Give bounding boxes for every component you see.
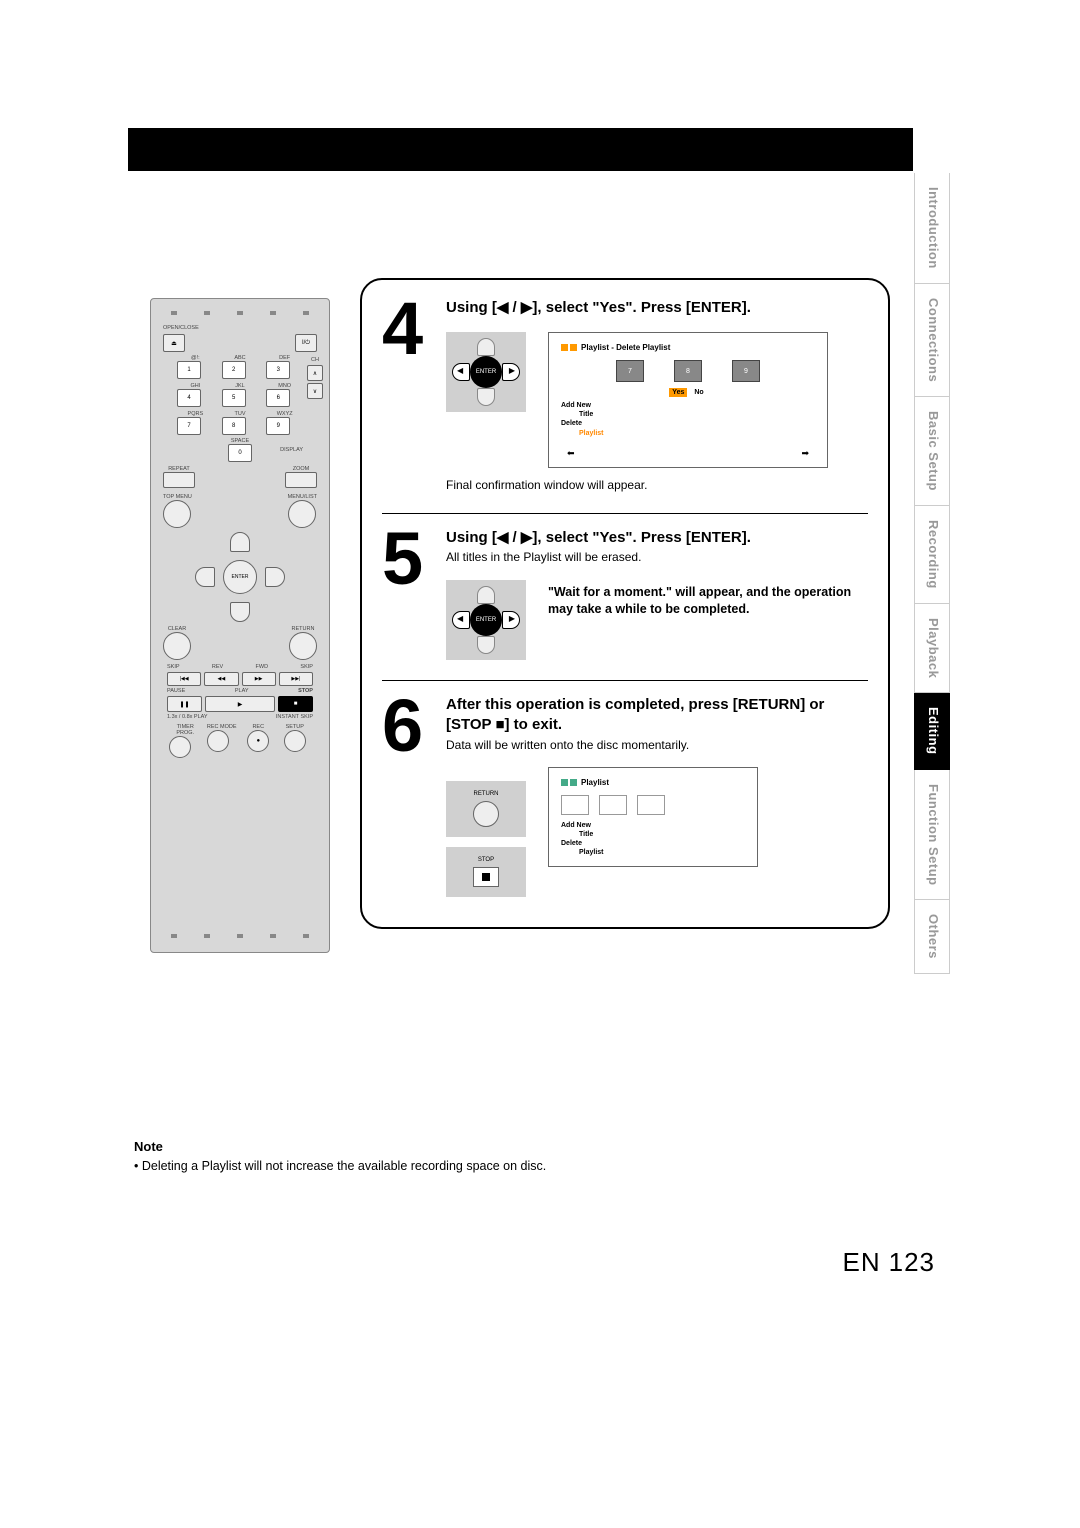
note-bullet: • Deleting a Playlist will not increase … xyxy=(134,1158,914,1176)
tab-introduction: Introduction xyxy=(914,173,950,284)
key-9: 9 xyxy=(266,417,290,435)
transport-row: |◀◀ ◀◀ ▶▶ ▶▶| xyxy=(159,672,321,686)
key-4: 4 xyxy=(177,389,201,407)
dpad: ENTER xyxy=(195,532,285,622)
key-3: 3 xyxy=(266,361,290,379)
instructions-panel: 4 Using [◀ / ▶], select "Yes". Press [EN… xyxy=(360,278,890,929)
key-6: 6 xyxy=(266,389,290,407)
dpad-up xyxy=(230,532,250,552)
key-8: 8 xyxy=(222,417,246,435)
key-5: 5 xyxy=(222,389,246,407)
step-6-sub: Data will be written onto the disc momen… xyxy=(446,738,868,754)
zoom-button xyxy=(285,472,317,488)
clear-button xyxy=(163,632,191,660)
dpad-left xyxy=(195,567,215,587)
tab-connections: Connections xyxy=(914,284,950,397)
stop-icon xyxy=(473,867,499,887)
open-close-label: OPEN/CLOSE xyxy=(159,325,321,331)
osd-menu-delete: Delete xyxy=(561,419,815,428)
tab-function-setup: Function Setup xyxy=(914,770,950,901)
ch-down-button: ∨ xyxy=(307,383,323,399)
tab-basic-setup: Basic Setup xyxy=(914,397,950,506)
skip-back-button: |◀◀ xyxy=(167,672,201,686)
enter-icon: ENTER xyxy=(470,356,502,388)
osd-arrow-left-icon: ⬅ xyxy=(567,448,575,459)
display-label: DISPLAY xyxy=(252,447,303,453)
step-4: 4 Using [◀ / ▶], select "Yes". Press [EN… xyxy=(382,298,868,507)
step-4-osd: Playlist - Delete Playlist 7 8 9 Yes No xyxy=(548,332,828,467)
osd-no: No xyxy=(691,388,706,397)
osd-thumb-8: 8 xyxy=(674,360,702,382)
eject-button: ⏏ xyxy=(163,334,185,352)
remote-control-diagram: OPEN/CLOSE ⏏ I/⏻ @!:1 ABC2 DEF3 GHI4 JKL… xyxy=(150,298,330,953)
remote-top-dots xyxy=(159,307,321,319)
step-6-stop-illustration: STOP xyxy=(446,847,526,897)
ch-up-button: ∧ xyxy=(307,365,323,381)
step-4-number: 4 xyxy=(382,298,432,493)
timer-prog-button xyxy=(169,736,191,758)
key-1: 1 xyxy=(177,361,201,379)
step-4-dpad-illustration: ENTER xyxy=(446,332,526,412)
keypad: @!:1 ABC2 DEF3 GHI4 JKL5 MNO6 PQRS7 TUV8… xyxy=(159,355,321,435)
step-5-sub: All titles in the Playlist will be erase… xyxy=(446,550,868,566)
osd-arrow-right-icon: ➡ xyxy=(801,448,809,459)
menu-list-button xyxy=(288,500,316,528)
stop-button: ■ xyxy=(278,696,313,712)
divider-5-6 xyxy=(382,680,868,681)
note-heading: Note xyxy=(134,1138,914,1156)
step-4-after-text: Final confirmation window will appear. xyxy=(446,478,868,494)
dpad-down xyxy=(230,602,250,622)
tab-editing: Editing xyxy=(914,693,950,770)
enter-icon: ENTER xyxy=(470,604,502,636)
step-5-note: "Wait for a moment." will appear, and th… xyxy=(548,580,868,618)
tab-playback: Playback xyxy=(914,604,950,693)
remote-bottom-dots xyxy=(159,930,321,942)
enter-button: ENTER xyxy=(223,560,257,594)
header-black-bar xyxy=(128,128,913,171)
pause-button: ❚❚ xyxy=(167,696,202,712)
step-5: 5 Using [◀ / ▶], select "Yes". Press [EN… xyxy=(382,528,868,674)
step-6-title: After this operation is completed, press… xyxy=(446,695,868,736)
step-5-dpad-illustration: ENTER xyxy=(446,580,526,660)
rec-button: ● xyxy=(247,730,269,752)
rec-mode-button xyxy=(207,730,229,752)
osd-title: Playlist - Delete Playlist xyxy=(561,343,815,352)
section-tabs: Introduction Connections Basic Setup Rec… xyxy=(914,173,950,974)
step-5-number: 5 xyxy=(382,528,432,660)
key-0: 0 xyxy=(228,444,252,462)
tab-others: Others xyxy=(914,900,950,974)
step-5-title: Using [◀ / ▶], select "Yes". Press [ENTE… xyxy=(446,528,868,548)
play-row: ❚❚ ▶ ■ xyxy=(159,696,321,712)
step-6: 6 After this operation is completed, pre… xyxy=(382,695,868,897)
key-7: 7 xyxy=(177,417,201,435)
fwd-button: ▶▶ xyxy=(242,672,276,686)
tab-recording: Recording xyxy=(914,506,950,604)
top-menu-button xyxy=(163,500,191,528)
return-icon xyxy=(473,801,499,827)
rev-button: ◀◀ xyxy=(204,672,238,686)
divider-4-5 xyxy=(382,513,868,514)
manual-page: Introduction Connections Basic Setup Rec… xyxy=(0,0,1080,1528)
ch-label: CH xyxy=(307,357,323,363)
power-button: I/⏻ xyxy=(295,334,317,352)
key-2: 2 xyxy=(222,361,246,379)
osd-yes: Yes xyxy=(669,388,687,397)
step-6-return-illustration: RETURN xyxy=(446,781,526,837)
setup-button xyxy=(284,730,306,752)
step-6-osd: Playlist Add New Title Delete Playlist xyxy=(548,767,758,867)
dpad-right xyxy=(265,567,285,587)
repeat-button xyxy=(163,472,195,488)
play-button: ▶ xyxy=(205,696,275,712)
osd-thumb-9: 9 xyxy=(732,360,760,382)
function-row: TIMER PROG. REC MODE REC● SETUP xyxy=(159,724,321,758)
osd-thumb-7: 7 xyxy=(616,360,644,382)
skip-fwd-button: ▶▶| xyxy=(279,672,313,686)
footer-note: Note • Deleting a Playlist will not incr… xyxy=(134,1138,914,1176)
page-number: EN123 xyxy=(842,1247,935,1278)
step-6-number: 6 xyxy=(382,695,432,897)
osd-menu-add-new: Add New xyxy=(561,401,815,410)
step-4-title: Using [◀ / ▶], select "Yes". Press [ENTE… xyxy=(446,298,868,318)
return-button xyxy=(289,632,317,660)
